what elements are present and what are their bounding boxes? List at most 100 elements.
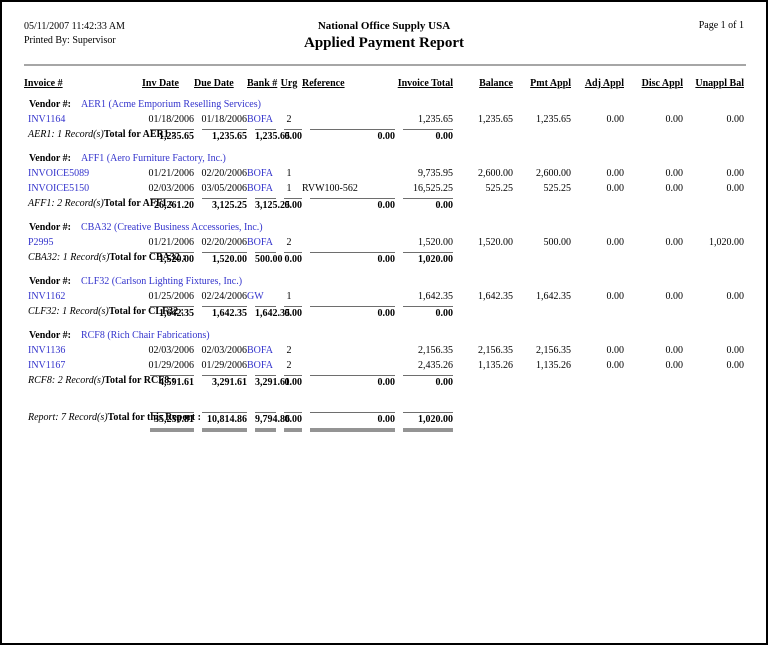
vendor-name-link[interactable]: AFF1 (Aero Furniture Factory, Inc.)	[80, 153, 226, 164]
total-amount-value: 0.00	[403, 129, 453, 143]
balance-cell: 1,642.35	[478, 291, 513, 302]
balance-cell: 525.25	[485, 183, 514, 194]
vendor-name-link[interactable]: AER1 (Acme Emporium Reselling Services)	[80, 99, 261, 110]
column-header-invoice-: Invoice #	[24, 66, 142, 93]
invoice-number-link[interactable]: INV1162	[28, 291, 66, 302]
inv-date-cell: 01/21/2006	[148, 168, 194, 179]
invoice-number-link[interactable]: INV1164	[28, 114, 66, 125]
column-header-disc-appl: Disc Appl	[624, 66, 683, 93]
urgency-cell: 2	[286, 114, 292, 125]
urgency-cell: 2	[286, 360, 292, 371]
bank-code-link[interactable]: BOFA	[247, 345, 273, 356]
bank-code-link[interactable]: BOFA	[247, 237, 273, 248]
total-summary-cell: Report: 7 Record(s) Total for this Report…	[24, 411, 201, 425]
invoice-number-cell: INV1167	[24, 359, 142, 374]
column-header-label: Invoice Total	[397, 78, 453, 89]
total-amount-value: 0.00	[310, 375, 395, 389]
report-title: Applied Payment Report	[304, 35, 464, 51]
column-header-label: Bank #	[247, 78, 278, 89]
unappl-bal-cell: 0.00	[726, 345, 745, 356]
total-amount-value: 0.00	[284, 129, 302, 142]
bank-code-link[interactable]: BOFA	[247, 360, 273, 371]
balance-cell: 1,520.00	[478, 237, 513, 248]
page-number: Page 1 of 1	[698, 20, 744, 31]
total-amount-value: 3,125.25	[202, 198, 247, 212]
invoice-number-link[interactable]: INV1167	[28, 360, 66, 371]
vendor-total-amount: 0.00	[302, 251, 395, 267]
invoice-number-link[interactable]: INVOICE5089	[28, 168, 90, 179]
invoice-row: INV1162 01/25/2006 02/24/2006 GW 1 1,642.35 1,…	[24, 290, 744, 305]
total-summary-cell: AER1: 1 Record(s) Total for AER1 :	[24, 128, 175, 142]
invoice-number-cell: INV1136	[24, 344, 142, 359]
total-amount-value: 0.00	[310, 252, 395, 266]
bank-cell: BOFA	[247, 344, 276, 359]
due-date-cell: 02/20/2006	[201, 237, 247, 248]
vendor-header-cell: Vendor #: CLF32 (Carlson Lighting Fixture…	[24, 270, 744, 290]
inv-date-cell: 02/03/2006	[148, 183, 194, 194]
vendor-record-count: CBA32: 1 Record(s)	[28, 252, 110, 263]
invoice-number-link[interactable]: P2995	[28, 237, 54, 248]
invoice-total-cell: 2,156.35	[418, 345, 453, 356]
column-header-label: Pmt Appl	[530, 78, 571, 89]
invoice-row: INV1164 01/18/2006 01/18/2006 BOFA 2 1,235.65…	[24, 113, 744, 128]
bank-code-link[interactable]: GW	[247, 291, 264, 302]
disc-appl-cell: 0.00	[665, 360, 684, 371]
bank-cell: BOFA	[247, 113, 276, 128]
vendor-total-amount: 1,642.35	[247, 305, 290, 321]
vendor-total-amount: 1,235.65	[194, 128, 247, 144]
bank-code-link[interactable]: BOFA	[247, 114, 273, 125]
reference-cell: RVW100-562	[302, 183, 358, 194]
urgency-cell: 1	[286, 168, 292, 179]
vendor-record-count: RCF8: 2 Record(s)	[28, 375, 105, 386]
balance-cell: 1,135.26	[478, 360, 513, 371]
total-summary-cell: CLF32: 1 Record(s) Total for CLF32 :	[24, 305, 184, 319]
invoice-number-link[interactable]: INVOICE5150	[28, 183, 90, 194]
disc-appl-cell: 0.00	[665, 168, 684, 179]
due-date-cell: 01/18/2006	[201, 114, 247, 125]
column-header-unappl-bal: Unappl Bal	[683, 66, 744, 93]
payment-table: Invoice # Inv Date Due Date Bank # Urg Refere…	[24, 66, 744, 433]
column-header-label: Due Date	[194, 78, 234, 89]
pmt-appl-cell: 525.25	[543, 183, 572, 194]
vendor-total-amount: 0.00	[395, 305, 453, 321]
vendor-total-amount: 1,520.00	[194, 251, 247, 267]
bank-cell: BOFA	[247, 167, 276, 182]
unappl-bal-cell: 0.00	[726, 168, 745, 179]
adj-appl-cell: 0.00	[606, 360, 625, 371]
vendor-record-count: AER1: 1 Record(s)	[28, 129, 104, 140]
total-amount-value: 0.00	[284, 412, 302, 432]
vendor-name-link[interactable]: CLF32 (Carlson Lighting Fixtures, Inc.)	[80, 276, 243, 287]
vendor-name-link[interactable]: CBA32 (Creative Business Accessories, In…	[80, 222, 263, 233]
total-amount-value: 1,520.00	[202, 252, 247, 266]
vendor-total-amount: 1,642.35	[194, 305, 247, 321]
vendor-total-amount: 1,235.65	[247, 128, 290, 144]
vendor-total-amount: 0.00	[395, 197, 453, 213]
vendor-total-row: AER1: 1 Record(s) Total for AER1 : 1,235.6…	[24, 128, 744, 144]
invoice-number-link[interactable]: INV1136	[28, 345, 66, 356]
balance-cell: 1,235.65	[478, 114, 513, 125]
total-amount-value: 1,235.65	[202, 129, 247, 143]
vendor-header-row: Vendor #: RCF8 (Rich Chair Fabrications)	[24, 324, 744, 344]
invoice-number-cell: INVOICE5089	[24, 167, 142, 182]
section-spacer	[24, 393, 744, 411]
invoice-row: INV1136 02/03/2006 02/03/2006 BOFA 2 2,156.35…	[24, 344, 744, 359]
bank-code-link[interactable]: BOFA	[247, 183, 273, 194]
vendor-total-amount: 3,125.25	[194, 197, 247, 213]
printed-date-time: 05/11/2007 11:42:33 AM	[24, 21, 125, 32]
column-header-balance: Balance	[453, 66, 513, 93]
reference-cell	[302, 344, 395, 359]
vendor-number-label: Vendor #:	[29, 276, 71, 287]
column-header-invoice-total: Invoice Total	[395, 66, 453, 93]
urgency-cell: 2	[286, 237, 292, 248]
report-total-amount: 1,020.00	[395, 411, 453, 433]
total-amount-value: 1,020.00	[403, 412, 453, 432]
vendor-header-cell: Vendor #: RCF8 (Rich Chair Fabrications)	[24, 324, 744, 344]
column-header-label: Balance	[479, 78, 513, 89]
report-total-amount: 0.00	[276, 411, 302, 433]
vendor-name-link[interactable]: RCF8 (Rich Chair Fabrications)	[80, 330, 210, 341]
disc-appl-cell: 0.00	[665, 291, 684, 302]
column-header-inv-date: Inv Date	[142, 66, 194, 93]
report-total-amount: 35,250.81	[142, 411, 194, 433]
bank-code-link[interactable]: BOFA	[247, 168, 273, 179]
inv-date-cell: 01/25/2006	[148, 291, 194, 302]
